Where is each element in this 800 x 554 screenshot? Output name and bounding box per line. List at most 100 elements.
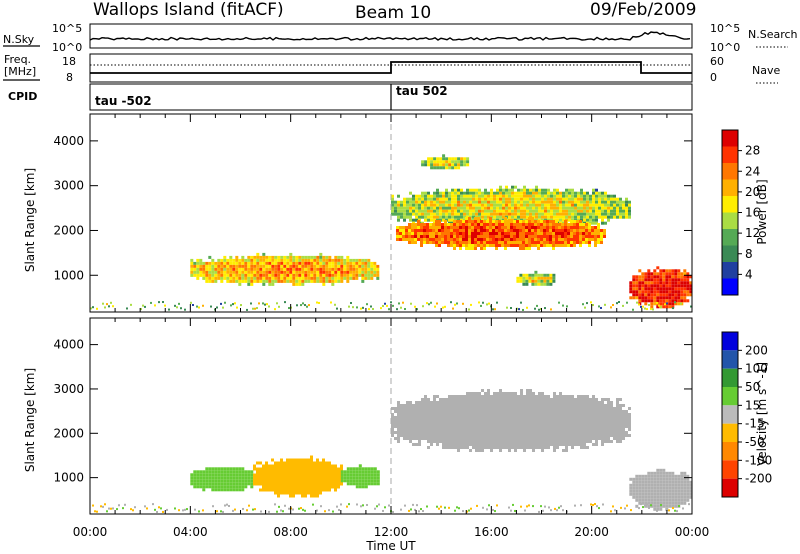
power-cell <box>394 209 397 213</box>
vel-cell <box>463 431 466 434</box>
power-cell <box>582 238 585 241</box>
vel-cell <box>436 416 439 419</box>
vel-cell <box>538 443 541 446</box>
power-cell <box>514 212 517 216</box>
vel-cell <box>535 422 538 425</box>
vel-cell <box>505 407 508 410</box>
power-cell <box>441 235 444 238</box>
power-cell <box>232 279 236 283</box>
power-cell <box>232 267 236 271</box>
power-cell <box>319 252 323 256</box>
vel-cell <box>508 428 511 431</box>
vel-cell <box>574 401 577 404</box>
vel-cell <box>619 440 622 443</box>
vel-cell <box>463 422 466 425</box>
vel-cell <box>586 431 589 434</box>
vel-cell <box>532 449 535 452</box>
power-cell <box>337 255 341 259</box>
power-cell <box>555 232 558 235</box>
vel-cell <box>647 501 651 505</box>
vel-cell <box>481 401 484 404</box>
power-cell <box>510 232 513 235</box>
vel-cell <box>349 479 353 483</box>
vel-cell <box>262 482 265 486</box>
vel-cell <box>448 428 451 431</box>
vel-cell <box>391 419 394 422</box>
vel-cell <box>508 431 511 434</box>
vel-cell <box>193 482 197 486</box>
power-cell <box>529 197 532 201</box>
power-cell <box>622 203 625 207</box>
power-cell <box>423 226 426 229</box>
power-cell <box>247 261 251 265</box>
power-cell <box>523 188 526 192</box>
power-cell <box>501 235 504 238</box>
vel-cell <box>544 443 547 446</box>
power-cell <box>301 276 305 280</box>
power-cell <box>459 220 462 223</box>
power-cell <box>487 215 490 219</box>
power-near-range-cell <box>390 301 392 304</box>
power-cell <box>579 235 582 238</box>
vel-cell <box>271 485 274 489</box>
vel-cell <box>295 485 298 489</box>
vel-cell <box>301 470 304 474</box>
vel-cell <box>674 489 678 493</box>
vel-cell <box>656 498 660 502</box>
power-cell <box>448 194 451 198</box>
power-cell <box>247 273 251 277</box>
power-cell <box>588 229 591 232</box>
vel-near-range-cell <box>602 503 604 506</box>
power-cell <box>457 163 461 167</box>
power-cell <box>641 272 645 276</box>
vel-cell <box>463 416 466 419</box>
vel-cell <box>671 504 675 508</box>
power-cell <box>448 215 451 219</box>
power-cell <box>534 270 538 274</box>
vel-cell <box>638 492 642 496</box>
vel-cell <box>280 485 283 489</box>
vel-cell <box>307 458 310 462</box>
vel-cell <box>442 443 445 446</box>
vel-cell <box>277 473 280 477</box>
power-cell <box>574 194 577 198</box>
vel-cell <box>232 467 236 471</box>
power-cell <box>562 203 565 207</box>
vel-cell <box>481 446 484 449</box>
vel-cell <box>457 413 460 416</box>
vel-cell <box>607 404 610 407</box>
vel-cell <box>610 425 613 428</box>
vel-cell <box>280 491 283 495</box>
power-cell <box>562 194 565 198</box>
power-cell <box>295 261 299 265</box>
power-cell <box>489 241 492 244</box>
vel-cell <box>520 407 523 410</box>
vel-near-range-cell <box>548 506 550 509</box>
vel-cell <box>541 395 544 398</box>
vel-near-range-cell <box>284 504 286 507</box>
power-cell <box>607 218 610 222</box>
power-cell <box>481 191 484 195</box>
vel-cell <box>607 416 610 419</box>
power-cell <box>641 278 645 282</box>
vel-cell <box>475 431 478 434</box>
vel-cell <box>340 482 343 486</box>
vel-cell <box>490 437 493 440</box>
power-cell <box>562 218 565 222</box>
power-cell <box>659 281 663 285</box>
power-cell <box>474 229 477 232</box>
power-cell <box>451 194 454 198</box>
cpid-label: CPID <box>8 90 37 103</box>
vel-cell <box>424 401 427 404</box>
power-cell <box>546 241 549 244</box>
vel-cell <box>406 428 409 431</box>
vel-cell <box>547 395 550 398</box>
power-cell <box>519 232 522 235</box>
vel-cell <box>493 395 496 398</box>
power-cell <box>686 299 690 303</box>
power-cell <box>364 273 368 277</box>
power-cell <box>592 221 595 225</box>
power-cell <box>528 273 532 277</box>
power-cell <box>571 191 574 195</box>
vel-cell <box>523 419 526 422</box>
